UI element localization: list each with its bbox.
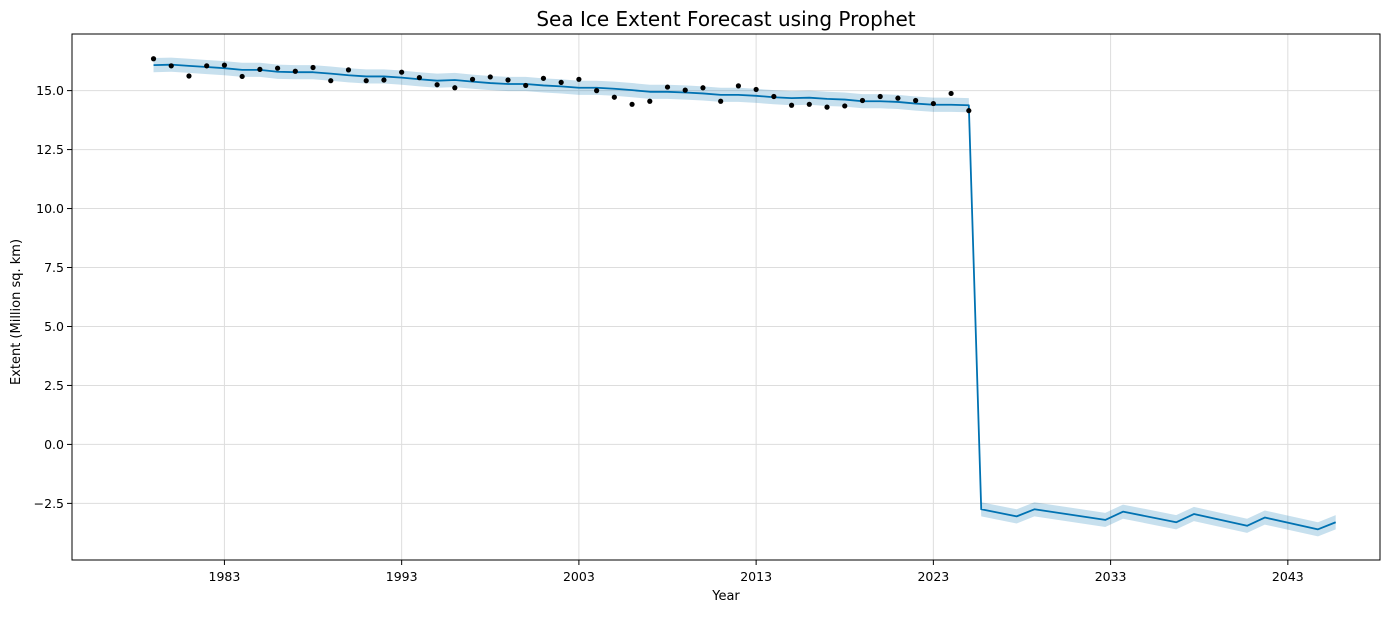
observed-point	[399, 69, 405, 75]
x-tick-label: 2023	[917, 569, 949, 584]
observed-point	[487, 74, 493, 80]
observed-points-layer	[150, 56, 972, 114]
observed-point	[363, 78, 369, 84]
y-tick-label: 7.5	[44, 260, 64, 275]
observed-point	[913, 97, 919, 104]
uncertainty-band-layer	[153, 57, 1336, 537]
observed-point	[771, 93, 777, 100]
observed-point	[930, 100, 936, 107]
observed-point	[540, 75, 547, 81]
forecast-line-layer	[153, 63, 1337, 531]
observed-point	[274, 65, 281, 71]
observed-point	[700, 85, 706, 91]
observed-point	[168, 63, 174, 69]
y-tick-label: 0.0	[44, 437, 64, 452]
y-ticks: −2.5 0.0 2.5 5.0 7.5 10.0 12.5 15.0	[34, 83, 72, 511]
observed-point	[328, 78, 334, 84]
observed-point	[966, 108, 972, 114]
observed-point	[877, 93, 883, 100]
observed-point	[753, 86, 759, 93]
observed-point	[895, 95, 901, 101]
observed-point	[629, 101, 635, 107]
observed-point	[434, 82, 440, 88]
observed-point	[558, 79, 564, 85]
observed-point	[186, 73, 192, 79]
x-ticks: 1983 1993 2003 2013 2023 2033 2043	[209, 560, 1304, 584]
observed-point	[345, 67, 352, 73]
y-axis-label: Extent (Million sq. km)	[9, 239, 24, 385]
x-tick-label: 2003	[563, 569, 595, 584]
forecast-line	[153, 63, 1337, 531]
observed-point	[310, 64, 316, 71]
observed-point	[416, 75, 422, 81]
observed-point	[664, 84, 671, 90]
grid-layer	[72, 34, 1380, 560]
observed-point	[292, 68, 298, 74]
y-tick-label: 5.0	[44, 319, 64, 334]
observed-point	[824, 104, 830, 110]
uncertainty-band	[153, 57, 1336, 537]
observed-point	[594, 88, 600, 94]
observed-point	[523, 82, 529, 89]
y-tick-label: 10.0	[36, 201, 64, 216]
x-tick-label: 1993	[386, 569, 418, 584]
observed-point	[257, 66, 263, 72]
observed-point	[647, 98, 653, 104]
observed-point	[735, 83, 742, 89]
x-tick-label: 2043	[1272, 569, 1304, 584]
observed-point	[948, 90, 954, 97]
chart-title: Sea Ice Extent Forecast using Prophet	[536, 7, 915, 31]
x-tick-label: 1983	[209, 569, 241, 584]
observed-point	[842, 103, 848, 109]
observed-point	[682, 87, 688, 93]
observed-point	[576, 76, 582, 82]
observed-point	[381, 77, 387, 83]
y-tick-label: −2.5	[34, 496, 64, 511]
y-tick-label: 2.5	[44, 378, 64, 393]
observed-point	[505, 77, 511, 83]
x-tick-label: 2033	[1095, 569, 1127, 584]
y-tick-label: 12.5	[36, 142, 64, 157]
observed-point	[806, 101, 812, 107]
observed-point	[611, 94, 617, 100]
observed-point	[859, 97, 866, 104]
observed-point	[239, 73, 245, 80]
observed-point	[788, 102, 795, 108]
y-tick-label: 15.0	[36, 83, 64, 98]
x-axis-label: Year	[711, 589, 740, 604]
observed-point	[469, 76, 476, 82]
plot-frame	[71, 33, 1381, 561]
observed-point	[221, 62, 228, 68]
observed-point	[718, 98, 724, 104]
observed-point	[204, 63, 210, 69]
observed-point	[452, 85, 458, 91]
x-tick-label: 2013	[740, 569, 772, 584]
observed-point	[150, 56, 157, 62]
